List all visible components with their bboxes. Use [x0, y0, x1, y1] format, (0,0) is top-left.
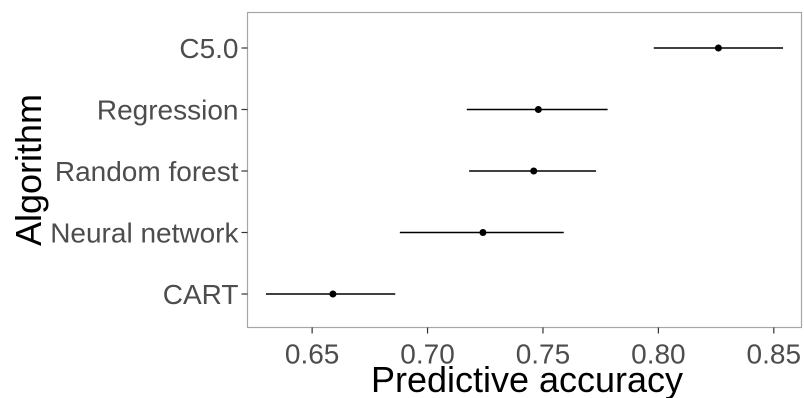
x-axis: 0.65 0.70 0.75 0.80 0.85: [285, 327, 802, 370]
point-cart: [329, 290, 337, 298]
x-tick-label-0.80: 0.80: [631, 339, 686, 370]
x-tick-label-0.75: 0.75: [516, 339, 571, 370]
x-tick-label-0.70: 0.70: [400, 339, 455, 370]
y-tick-label-cart: CART: [163, 279, 239, 310]
point-c5-0: [714, 44, 722, 52]
y-axis: C5.0 Regression Random forest Neural networ…: [50, 33, 248, 310]
y-tick-label-random-forest: Random forest: [55, 156, 239, 187]
data-marks: [265, 44, 784, 298]
y-axis-title: Algorithm: [8, 94, 49, 246]
y-tick-label-regression: Regression: [97, 95, 239, 126]
x-axis-title: Predictive accuracy: [371, 359, 683, 398]
y-tick-label-neural-network: Neural network: [50, 218, 239, 249]
x-tick-label-0.65: 0.65: [285, 339, 340, 370]
x-tick-label-0.85: 0.85: [747, 339, 802, 370]
panel-border: [246, 11, 803, 329]
point-neural-network: [479, 229, 487, 236]
point-random-forest: [530, 167, 538, 175]
y-tick-label-c5-0: C5.0: [179, 33, 238, 64]
point-regression: [534, 106, 542, 113]
